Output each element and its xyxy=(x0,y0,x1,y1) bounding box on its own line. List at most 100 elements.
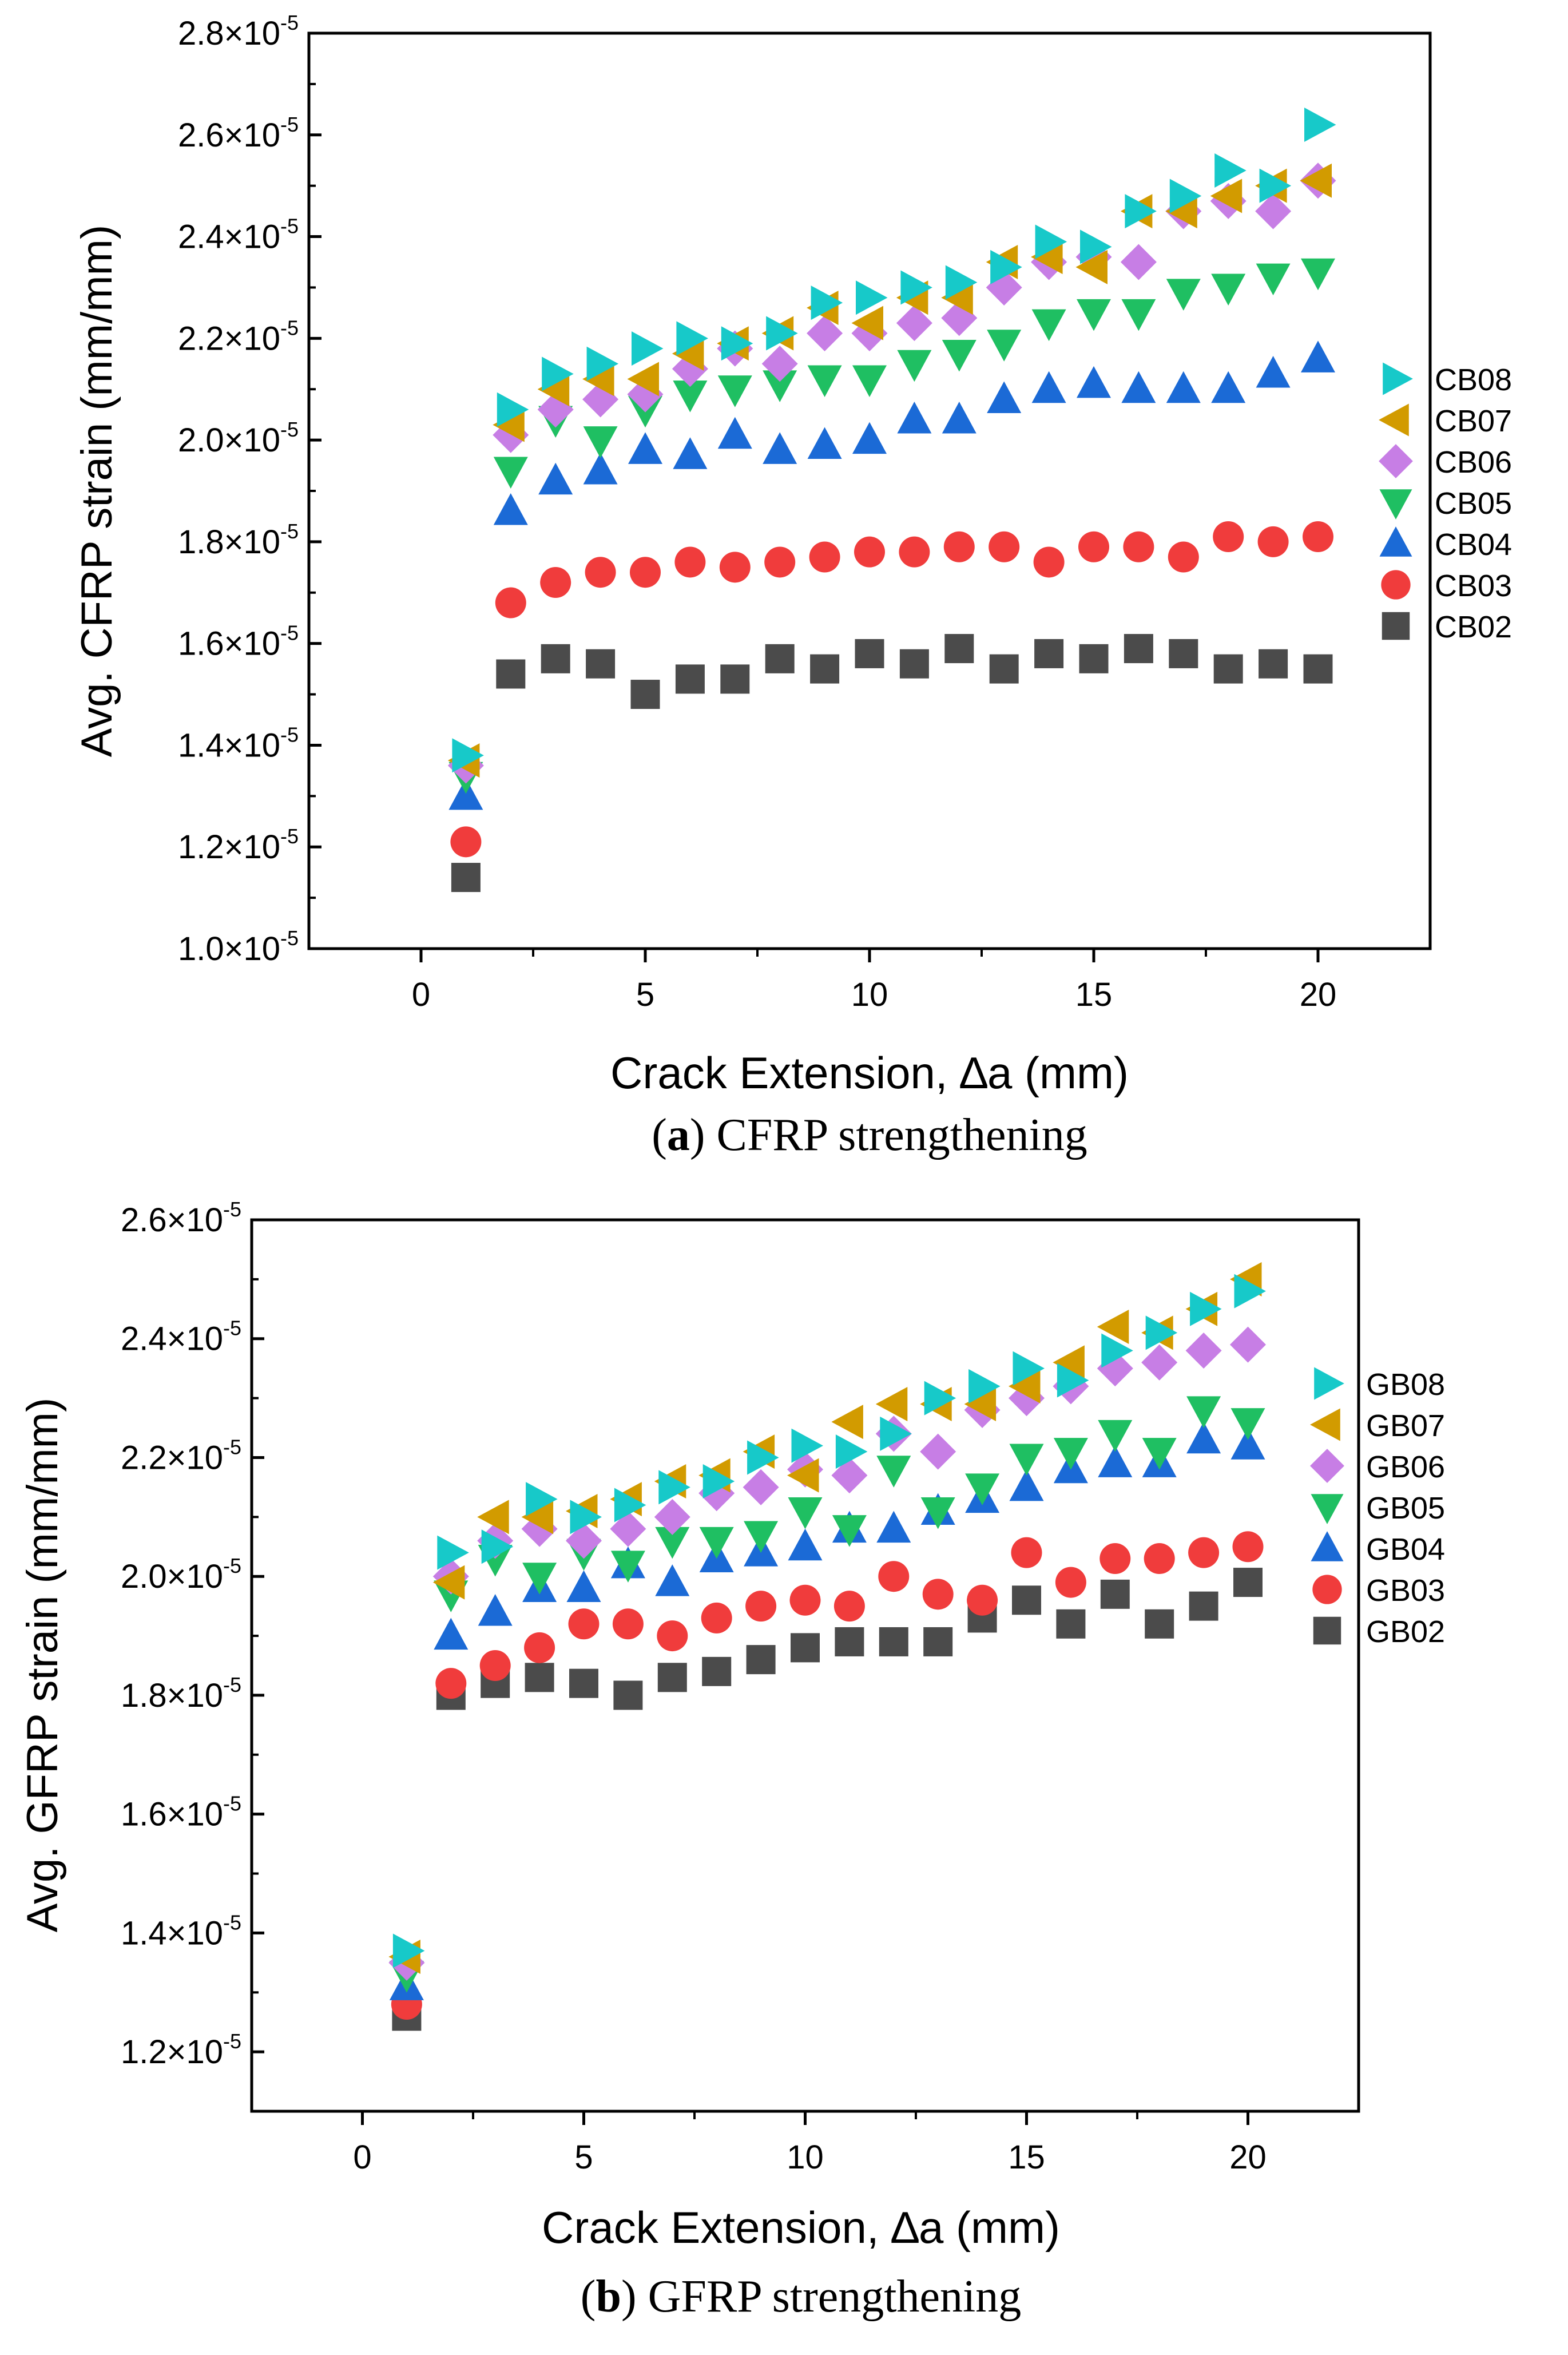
data-point-CB03 xyxy=(1213,521,1244,552)
data-point-GB06 xyxy=(1141,1344,1178,1381)
data-point-GB04 xyxy=(788,1528,823,1561)
data-point-GB03 xyxy=(745,1591,777,1622)
data-point-CB05 xyxy=(763,370,797,402)
data-point-GB03 xyxy=(1188,1537,1220,1568)
data-point-CB08 xyxy=(766,316,798,351)
data-point-GB05 xyxy=(1098,1420,1133,1452)
data-point-CB03 xyxy=(674,546,706,578)
series-CB04 xyxy=(448,340,1335,810)
data-point-GB06 xyxy=(743,1469,779,1505)
data-point-CB02 xyxy=(451,863,481,893)
data-point-CB03 xyxy=(719,552,751,583)
legend-marker-CB07 xyxy=(1379,403,1409,437)
data-point-GB07 xyxy=(1097,1309,1129,1344)
data-point-GB08 xyxy=(924,1381,956,1416)
panel-a-data xyxy=(447,108,1336,893)
panel-b-data xyxy=(388,1262,1266,2031)
panel-b-caption: (b) GFRP strengthening xyxy=(581,2271,1021,2322)
data-point-CB07 xyxy=(1300,163,1332,198)
data-point-GB03 xyxy=(1011,1537,1042,1568)
data-point-CB05 xyxy=(942,340,976,372)
data-point-CB04 xyxy=(763,432,797,464)
data-point-CB03 xyxy=(1078,531,1109,562)
data-point-GB02 xyxy=(791,1633,820,1663)
data-point-CB08 xyxy=(1304,108,1336,142)
legend-label: CB06 xyxy=(1435,445,1512,479)
series-GB04 xyxy=(389,1421,1265,2000)
data-point-CB04 xyxy=(717,417,752,449)
data-point-GB03 xyxy=(479,1650,511,1681)
data-point-CB04 xyxy=(852,422,887,454)
x-tick-label: 10 xyxy=(851,976,888,1013)
data-point-GB05 xyxy=(744,1521,779,1553)
x-tick-label: 0 xyxy=(412,976,430,1013)
y-tick-label: 2.6×10-5 xyxy=(178,113,299,154)
data-point-GB08 xyxy=(791,1428,823,1463)
y-tick-label: 1.8×10-5 xyxy=(121,1673,241,1714)
data-point-GB08 xyxy=(747,1440,779,1475)
data-point-CB06 xyxy=(761,346,798,382)
legend-label: GB08 xyxy=(1366,1367,1445,1402)
data-point-GB02 xyxy=(1145,1609,1174,1639)
panel-b-y-axis-label: Avg. GFRP strain (mm/mm) xyxy=(18,1398,67,1933)
data-point-CB02 xyxy=(899,649,929,679)
panel-a-x-axis-label: Crack Extension, ∆a (mm) xyxy=(610,1048,1129,1098)
data-point-CB04 xyxy=(1077,366,1111,398)
legend-label: CB02 xyxy=(1435,610,1512,644)
data-point-GB05 xyxy=(1186,1396,1221,1428)
y-tick-label: 2.2×10-5 xyxy=(121,1435,241,1476)
series-GB03 xyxy=(391,1531,1264,2020)
data-point-CB06 xyxy=(1120,244,1157,280)
legend-label: CB05 xyxy=(1435,486,1512,521)
data-point-GB02 xyxy=(1012,1585,1041,1615)
data-point-CB03 xyxy=(899,536,930,568)
data-point-GB06 xyxy=(566,1523,602,1559)
data-point-CB05 xyxy=(807,365,842,397)
legend-marker-GB06 xyxy=(1310,1449,1344,1483)
data-point-GB05 xyxy=(610,1551,645,1583)
data-point-GB03 xyxy=(657,1620,688,1652)
data-point-CB02 xyxy=(1034,639,1064,668)
legend-label: GB02 xyxy=(1366,1615,1445,1649)
data-point-GB07 xyxy=(1009,1369,1041,1404)
data-point-GB02 xyxy=(1189,1591,1218,1621)
data-point-CB07 xyxy=(537,372,570,407)
data-point-CB08 xyxy=(1259,168,1292,203)
panel-b-x-axis: 0 5 10 15 20 xyxy=(353,2111,1267,2176)
data-point-GB02 xyxy=(923,1627,953,1656)
data-point-CB03 xyxy=(585,557,616,588)
data-point-GB06 xyxy=(831,1457,868,1494)
data-point-CB04 xyxy=(1256,356,1291,388)
data-point-CB08 xyxy=(676,321,708,356)
data-point-GB02 xyxy=(1056,1609,1086,1639)
data-point-GB05 xyxy=(832,1515,867,1547)
data-point-CB05 xyxy=(1077,299,1111,331)
data-point-CB08 xyxy=(990,249,1022,284)
data-point-CB07 xyxy=(851,306,883,340)
y-tick-label: 1.2×10-5 xyxy=(178,824,299,866)
data-point-CB04 xyxy=(807,427,842,459)
data-point-GB03 xyxy=(612,1608,644,1640)
data-point-GB02 xyxy=(835,1627,864,1656)
series-GB08 xyxy=(392,1274,1266,1968)
series-GB02 xyxy=(392,1568,1263,2031)
data-point-CB02 xyxy=(944,634,974,664)
panel-a-x-axis: 0 5 10 15 20 xyxy=(412,949,1336,1013)
data-point-GB06 xyxy=(1185,1333,1222,1369)
legend-label: GB05 xyxy=(1366,1491,1445,1525)
data-point-GB08 xyxy=(392,1933,425,1968)
x-tick-label: 10 xyxy=(787,2139,824,2176)
data-point-GB03 xyxy=(833,1591,865,1622)
data-point-CB07 xyxy=(1210,179,1243,213)
data-point-GB05 xyxy=(655,1527,690,1559)
data-point-CB03 xyxy=(764,546,796,578)
data-point-CB05 xyxy=(1256,263,1291,296)
data-point-CB02 xyxy=(720,664,750,694)
data-point-GB08 xyxy=(658,1470,690,1505)
y-tick-label: 2.4×10-5 xyxy=(121,1317,241,1358)
y-tick-label: 1.8×10-5 xyxy=(178,520,299,561)
y-tick-label: 2.0×10-5 xyxy=(121,1554,241,1595)
data-point-GB08 xyxy=(968,1369,1001,1404)
data-point-CB03 xyxy=(1257,526,1289,557)
data-point-CB06 xyxy=(1255,193,1292,229)
